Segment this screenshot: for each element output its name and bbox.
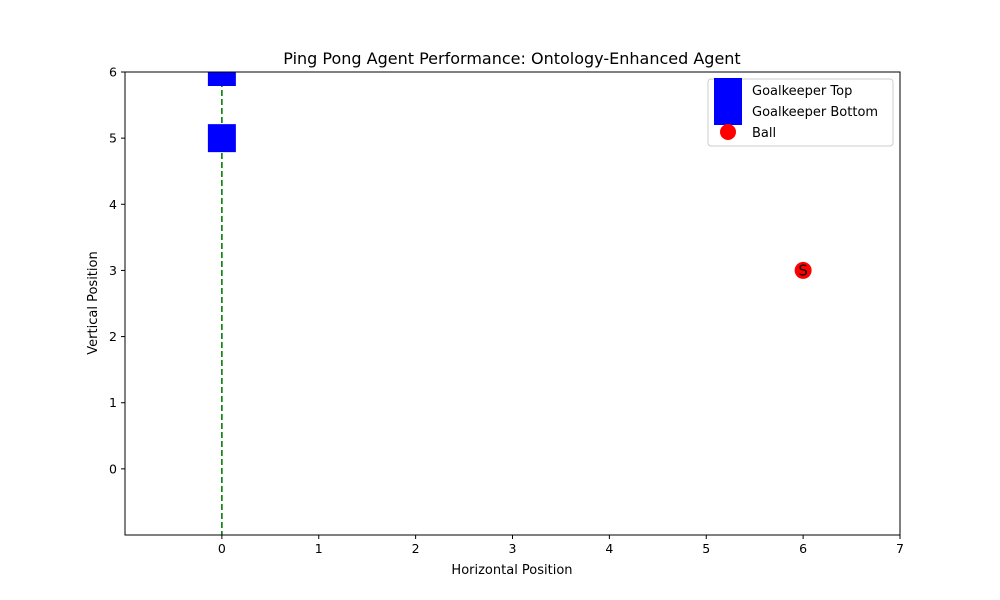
x-tick-label: 0 — [218, 541, 226, 556]
y-tick-label: 0 — [109, 461, 117, 476]
y-tick-label: 4 — [109, 197, 117, 212]
x-tick-label: 2 — [412, 541, 420, 556]
chart-title: Ping Pong Agent Performance: Ontology-En… — [283, 49, 740, 68]
data-marks: S — [207, 72, 812, 535]
y-axis-label: Vertical Position — [86, 251, 101, 354]
legend-frame — [707, 78, 894, 147]
y-tick-label: 5 — [109, 131, 117, 146]
legend-marker-ball — [720, 124, 736, 140]
ball-annotation: S — [798, 261, 808, 279]
goalkeeper-top-marker — [207, 72, 236, 86]
x-tick-label: 4 — [605, 541, 613, 556]
legend: Goalkeeper Top Goalkeeper Bottom Ball — [707, 78, 894, 147]
x-tick-label: 5 — [702, 541, 710, 556]
x-tick-label: 6 — [799, 541, 807, 556]
x-axis-label: Horizontal Position — [451, 563, 572, 578]
legend-label-goalkeeper-top: Goalkeeper Top — [752, 84, 852, 99]
x-tick-label: 1 — [315, 541, 323, 556]
y-tick-label: 6 — [109, 65, 117, 80]
y-tick-label: 1 — [109, 395, 117, 410]
legend-label-goalkeeper-bottom: Goalkeeper Bottom — [752, 105, 878, 120]
legend-label-ball: Ball — [752, 126, 776, 141]
y-tick-label: 3 — [109, 263, 117, 278]
y-tick-label: 2 — [109, 329, 117, 344]
x-tick-label: 3 — [509, 541, 517, 556]
plot-area: S 0 1 2 3 4 5 6 7 0 1 2 3 4 5 6 — [109, 65, 904, 557]
x-tick-label: 7 — [896, 541, 904, 556]
goalkeeper-bottom-marker — [207, 124, 236, 153]
legend-marker-goalkeeper-bottom — [714, 99, 742, 125]
ball-marker — [794, 261, 812, 279]
